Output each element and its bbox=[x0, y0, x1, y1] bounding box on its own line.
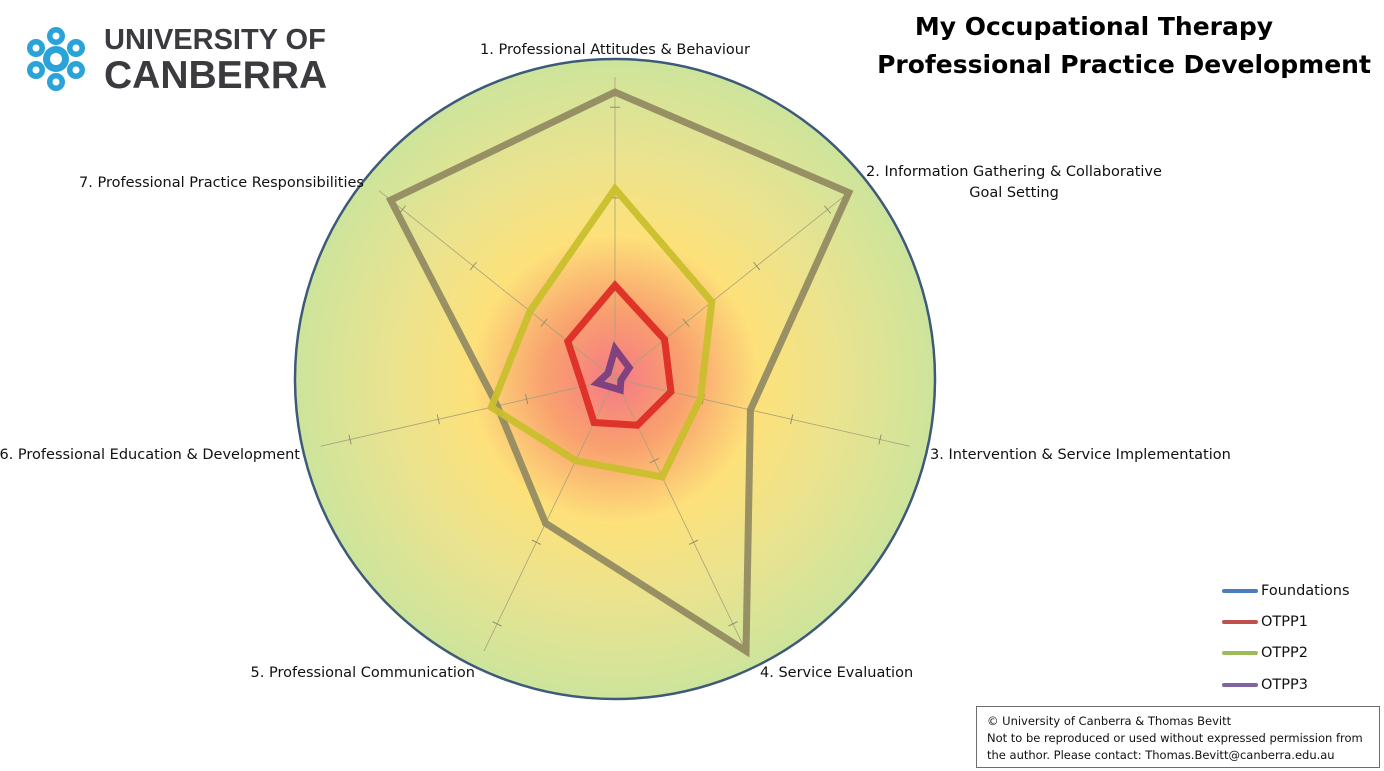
legend-label: OTPP3 bbox=[1261, 676, 1308, 693]
axis-tick bbox=[348, 434, 352, 445]
legend-item-otpp2: OTPP2 bbox=[1222, 638, 1372, 669]
copyright-line-2: Not to be reproduced or used without exp… bbox=[987, 731, 1363, 745]
axis-tick bbox=[878, 434, 882, 445]
legend-label: OTPP1 bbox=[1261, 613, 1308, 630]
copyright-notice: © University of Canberra & Thomas Bevitt… bbox=[976, 706, 1380, 768]
category-label-1: 1. Professional Attitudes & Behaviour bbox=[480, 42, 750, 58]
legend-item-otpp1: OTPP1 bbox=[1222, 606, 1372, 637]
legend-label: OTPP2 bbox=[1261, 645, 1308, 662]
category-label-5: 5. Professional Communication bbox=[251, 665, 475, 681]
university-logo: UNIVERSITY OF CANBERRA bbox=[22, 24, 342, 97]
logo-text-university-of: UNIVERSITY OF bbox=[104, 24, 326, 56]
axis-spoke bbox=[320, 378, 616, 447]
legend-label: Foundations bbox=[1261, 582, 1350, 599]
legend-swatch bbox=[1222, 651, 1258, 656]
axis-tick bbox=[682, 318, 690, 327]
chart-title-line1: My Occupational Therapy bbox=[914, 12, 1274, 41]
axis-spoke bbox=[614, 378, 910, 447]
axis-tick bbox=[540, 318, 548, 327]
series-line-otpp3 bbox=[590, 341, 634, 395]
category-label-4: 4. Service Evaluation bbox=[760, 665, 913, 681]
axis-tick bbox=[728, 621, 738, 627]
category-label-7: 7. Professional Practice Responsibilitie… bbox=[79, 175, 364, 191]
axis-tick bbox=[688, 539, 699, 545]
legend-swatch bbox=[1222, 619, 1258, 624]
axis-tick bbox=[525, 394, 529, 405]
axis-spoke bbox=[614, 190, 852, 380]
axis-tick bbox=[469, 261, 477, 271]
copyright-line-3: the author. Please contact: Thomas.Bevit… bbox=[987, 748, 1335, 762]
legend-swatch bbox=[1222, 588, 1258, 593]
series-line-otpp4 bbox=[385, 88, 854, 658]
axis-tick bbox=[492, 621, 502, 627]
canberra-logo-icon bbox=[27, 27, 85, 91]
logo-text-canberra: CANBERRA bbox=[104, 54, 328, 97]
chart-title-line2: Professional Practice Development bbox=[877, 50, 1371, 79]
category-label-3: 3. Intervention & Service Implementation bbox=[930, 447, 1231, 463]
axis-tick bbox=[531, 539, 542, 545]
series-line-otpp1 bbox=[563, 280, 675, 429]
series-line-otpp2 bbox=[487, 183, 716, 481]
category-label-2: 2. Information Gathering & Collaborative… bbox=[866, 164, 1162, 201]
axis-tick bbox=[649, 458, 660, 464]
legend-swatch bbox=[1222, 682, 1258, 687]
category-labels: 1. Professional Attitudes & Behaviour 2. … bbox=[0, 42, 1231, 681]
copyright-line-1: © University of Canberra & Thomas Bevitt bbox=[987, 714, 1232, 728]
legend-item-otpp3: OTPP3 bbox=[1222, 669, 1372, 700]
legend: Foundations OTPP1 OTPP2 OTPP3 bbox=[1222, 575, 1372, 700]
axis-spoke bbox=[378, 190, 616, 380]
legend-item-foundations: Foundations bbox=[1222, 575, 1372, 606]
axis-tick bbox=[753, 261, 761, 271]
category-label-6: 6. Professional Education & Development bbox=[0, 447, 300, 463]
axis-tick bbox=[824, 205, 831, 214]
axis-tick bbox=[436, 414, 440, 425]
axis-tick bbox=[790, 414, 794, 425]
radar-series-group bbox=[385, 88, 854, 658]
